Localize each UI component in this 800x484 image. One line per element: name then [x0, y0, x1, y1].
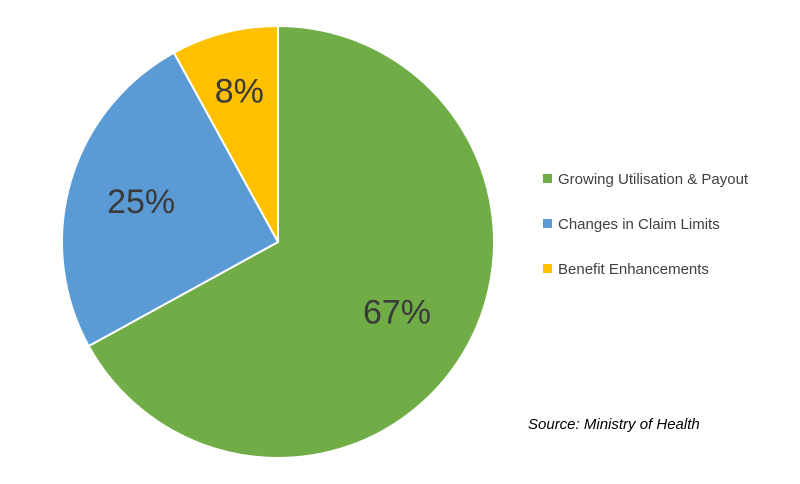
- legend-label: Changes in Claim Limits: [558, 216, 720, 233]
- legend-label: Benefit Enhancements: [558, 261, 709, 278]
- legend-item-growing-utilisation: Growing Utilisation & Payout: [543, 168, 753, 191]
- data-label-benefit-enhancements: 8%: [215, 72, 264, 110]
- pie-slices: [61, 24, 495, 459]
- legend-swatch-green: [543, 174, 552, 183]
- legend-swatch-yellow: [543, 264, 552, 273]
- legend-item-benefit-enhancements: Benefit Enhancements: [543, 258, 753, 281]
- source-note: Source: Ministry of Health: [528, 416, 700, 433]
- pie-slice-benefit-enhancements: [172, 24, 279, 243]
- legend-label: Growing Utilisation & Payout: [558, 171, 749, 188]
- pie-slice-changes-in-claim-limits: [61, 51, 280, 348]
- data-label-changes-in-claim-limits: 25%: [107, 183, 175, 221]
- legend-swatch-blue: [543, 219, 552, 228]
- data-label-growing-utilisation: 67%: [363, 293, 431, 331]
- legend: Growing Utilisation & Payout Changes in …: [543, 168, 753, 303]
- pie-labels: 67% 25% 8%: [107, 72, 431, 331]
- legend-item-changes-in-claim-limits: Changes in Claim Limits: [543, 213, 753, 236]
- pie-slice-growing-utilisation: [87, 24, 495, 459]
